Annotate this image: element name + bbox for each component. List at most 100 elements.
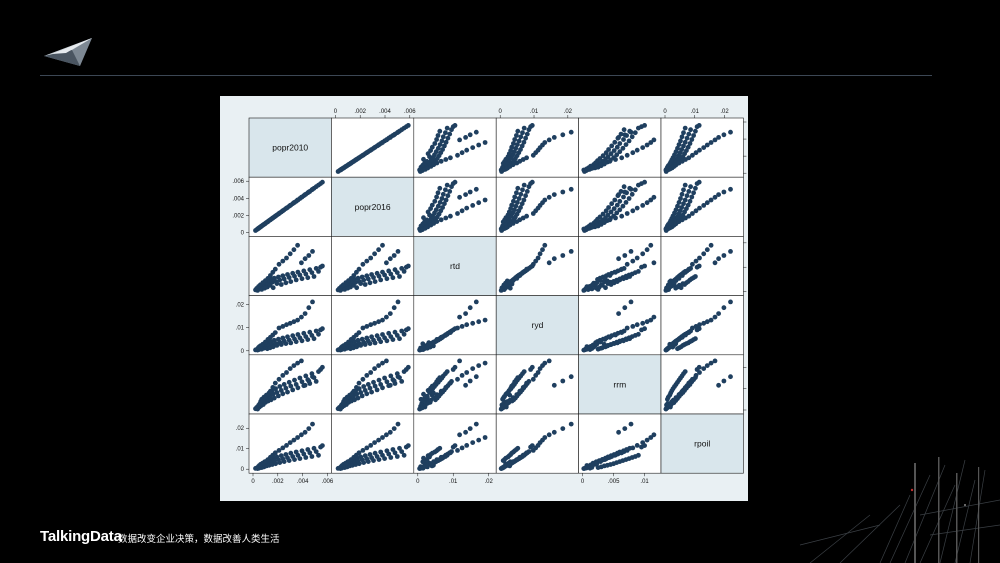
logo-icon [44, 38, 92, 66]
data-point [288, 383, 294, 389]
data-point [293, 277, 299, 283]
data-point [447, 189, 453, 194]
cell-rtd-vs-ryd [495, 236, 579, 296]
data-point [693, 373, 699, 378]
data-point [376, 319, 381, 325]
tick-label: .004 [379, 109, 391, 115]
data-point [678, 138, 683, 144]
data-point [457, 358, 462, 364]
data-point [594, 222, 600, 228]
data-point [380, 317, 385, 323]
data-point [360, 376, 366, 382]
data-point [395, 299, 401, 305]
data-point [448, 155, 453, 161]
data-point [689, 194, 695, 200]
data-point [708, 242, 714, 248]
data-point [276, 211, 282, 216]
data-point [682, 125, 688, 131]
data-point [636, 452, 641, 458]
data-point [509, 144, 515, 150]
tick-label: .02 [236, 302, 245, 308]
data-point [320, 364, 325, 370]
data-point [510, 459, 516, 464]
data-point [376, 363, 381, 368]
tick-label: .02 [720, 109, 729, 115]
plot-cell [578, 117, 662, 178]
data-point [546, 432, 552, 438]
data-point [467, 426, 473, 431]
data-point [629, 134, 635, 140]
data-point [681, 201, 686, 207]
data-point [512, 194, 518, 200]
data-point [516, 196, 522, 201]
data-point [696, 179, 702, 185]
data-point [512, 137, 518, 142]
data-point [295, 197, 300, 203]
data-point [401, 331, 407, 337]
data-point [376, 437, 381, 443]
data-point [683, 385, 688, 390]
data-point [712, 358, 718, 364]
data-point [302, 311, 308, 316]
data-point [310, 374, 315, 380]
data-point [686, 155, 692, 161]
data-point [611, 148, 617, 153]
data-point [399, 379, 405, 384]
diagonal-cell [660, 413, 744, 474]
data-point [280, 208, 286, 214]
cell-rpoil-vs-popr2016 [331, 413, 415, 474]
data-point [431, 395, 437, 400]
data-point [429, 144, 435, 150]
data-point [360, 261, 366, 267]
data-point [380, 140, 385, 145]
data-point [721, 132, 727, 138]
data-point [616, 311, 621, 316]
cell-rpoil-vs-rpoil: rpoil [660, 413, 744, 474]
scatter-matrix-panel: popr2010 popr2016 rtd ryd rrm rpoil 0 .002 .004.… [220, 96, 748, 501]
data-point [594, 341, 600, 347]
data-point [728, 129, 733, 135]
data-point [600, 153, 606, 159]
cell-rtd-vs-popr2016 [331, 236, 415, 296]
data-point [651, 260, 657, 266]
data-point [651, 137, 657, 143]
data-point [598, 459, 603, 464]
data-point [590, 165, 595, 171]
data-point [721, 189, 727, 195]
data-point [476, 363, 482, 368]
data-point [320, 443, 325, 448]
data-point [517, 454, 523, 460]
data-point [464, 147, 470, 153]
data-point [470, 320, 476, 326]
data-point [434, 137, 439, 142]
data-point [708, 317, 714, 323]
data-point [514, 190, 519, 196]
data-point [721, 253, 727, 258]
cell-rrm-vs-rrm: rrm [578, 354, 662, 415]
data-point [445, 135, 451, 141]
data-point [510, 395, 516, 400]
data-point [619, 213, 625, 219]
data-point [358, 343, 364, 348]
data-point [320, 263, 325, 269]
data-point [693, 258, 699, 264]
data-point [693, 185, 698, 191]
data-point [384, 260, 389, 266]
data-point [627, 274, 633, 279]
data-point [697, 147, 702, 153]
data-point [540, 247, 545, 253]
data-point [382, 272, 387, 278]
data-point [551, 429, 557, 435]
data-point [613, 332, 618, 338]
data-point [712, 314, 718, 320]
data-point [463, 135, 468, 140]
data-point [364, 324, 370, 329]
data-point [551, 382, 557, 388]
data-point [301, 451, 307, 457]
data-point [291, 200, 297, 206]
data-point [542, 242, 548, 248]
data-point [362, 282, 368, 287]
data-point [455, 325, 460, 331]
data-point [405, 443, 411, 448]
data-point [716, 382, 721, 388]
